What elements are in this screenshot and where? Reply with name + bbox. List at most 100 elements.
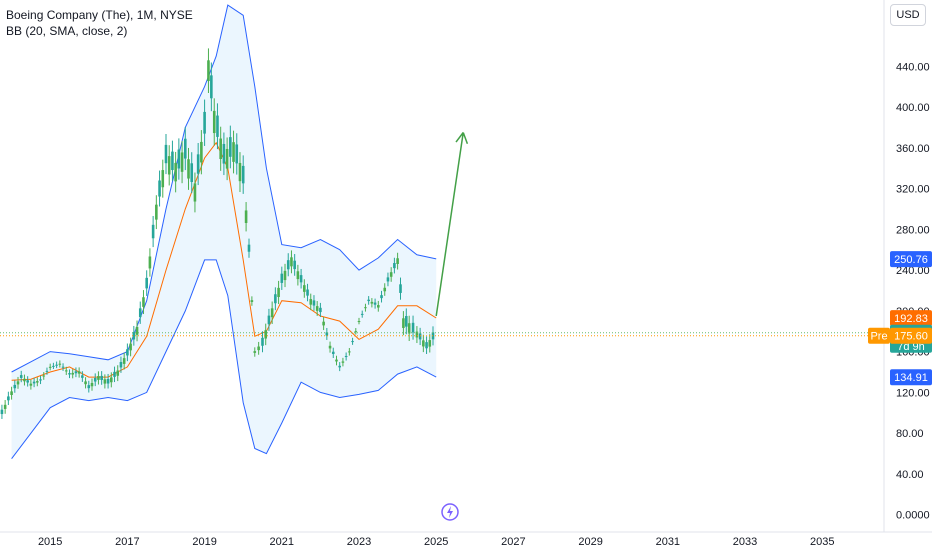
price-tag-192-83[interactable] xyxy=(890,310,932,327)
price-candle xyxy=(68,373,71,375)
price-candle xyxy=(341,361,345,363)
price-candle xyxy=(23,378,26,382)
price-candle xyxy=(422,340,425,347)
price-candle xyxy=(36,381,39,383)
price-candle xyxy=(113,371,116,377)
y-tick-label: 80.00 xyxy=(896,428,924,440)
price-candle xyxy=(360,313,364,315)
price-candle xyxy=(377,305,380,308)
price-candle xyxy=(16,381,20,385)
y-tick-label: 360.00 xyxy=(896,143,930,155)
price-candle xyxy=(261,337,264,346)
x-tick-label: 2023 xyxy=(347,536,371,548)
price-candle xyxy=(373,302,377,305)
price-candle xyxy=(148,256,152,269)
price-candle xyxy=(122,358,126,364)
price-candle xyxy=(229,137,232,157)
price-candle xyxy=(267,315,271,325)
price-candle xyxy=(411,322,415,333)
price-candle xyxy=(45,370,49,372)
price-candle xyxy=(26,380,29,383)
price-candle xyxy=(39,379,42,381)
price-tag-label: 134.91 xyxy=(894,372,928,384)
price-candle xyxy=(241,165,245,184)
price-candle xyxy=(428,340,432,347)
price-candle xyxy=(207,60,210,82)
price-candle xyxy=(402,318,405,328)
x-tick-label: 2033 xyxy=(733,536,757,548)
price-tag-pre-label: Pre xyxy=(870,331,887,343)
y-tick-label: 120.00 xyxy=(896,387,930,399)
projection-arrow-line[interactable] xyxy=(435,132,464,317)
price-candle xyxy=(286,260,290,270)
price-candle xyxy=(7,396,10,401)
price-candle xyxy=(164,144,168,164)
price-candle xyxy=(367,299,370,302)
price-candle xyxy=(32,381,36,384)
price-candle xyxy=(299,275,303,283)
price-candle xyxy=(174,162,177,182)
price-candle xyxy=(389,272,393,277)
price-candle xyxy=(274,294,277,304)
y-tick-label: 280.00 xyxy=(896,224,930,236)
price-candle xyxy=(338,365,342,368)
price-candle xyxy=(187,159,190,179)
price-candle xyxy=(126,349,129,356)
price-candle xyxy=(110,377,113,383)
price-candle xyxy=(247,244,251,252)
price-candle xyxy=(354,331,358,333)
price-candle xyxy=(87,385,91,389)
price-candle xyxy=(383,287,387,292)
price-candle xyxy=(322,321,325,326)
price-candle xyxy=(380,295,383,299)
price-candle xyxy=(357,321,361,323)
y-tick-label: 0.0000 xyxy=(896,510,930,522)
price-candle xyxy=(277,287,280,298)
price-candle xyxy=(344,355,348,358)
price-candle xyxy=(306,289,309,296)
price-candle xyxy=(264,330,268,339)
price-candle xyxy=(81,375,84,378)
price-tag-250-76[interactable] xyxy=(890,251,932,268)
price-candle xyxy=(193,183,197,202)
price-tag-134-91[interactable] xyxy=(890,369,932,386)
price-candle xyxy=(257,346,260,351)
price-candle xyxy=(138,308,142,318)
price-candle xyxy=(315,306,319,311)
price-tag-175-60[interactable] xyxy=(890,327,932,344)
price-candle xyxy=(0,409,4,415)
price-candle xyxy=(280,273,284,283)
price-candle xyxy=(145,277,148,289)
price-candle xyxy=(58,363,62,365)
price-candle xyxy=(319,307,322,313)
price-candle xyxy=(396,258,399,264)
price-candle xyxy=(116,370,120,376)
price-candle xyxy=(399,284,402,293)
price-candle xyxy=(161,170,165,188)
price-candle xyxy=(74,371,78,374)
y-tick-label: 40.00 xyxy=(896,469,924,481)
lower-band-line xyxy=(11,259,437,460)
price-candle xyxy=(10,391,13,395)
price-candle xyxy=(71,372,75,375)
price-candle xyxy=(155,204,158,220)
price-candle xyxy=(196,154,200,174)
price-candle xyxy=(293,260,296,270)
indicator-legend[interactable]: BB (20, SMA, close, 2) xyxy=(6,24,128,38)
price-candle xyxy=(142,297,145,307)
y-tick-label: 440.00 xyxy=(896,61,930,73)
projection-arrow-head-right[interactable] xyxy=(462,132,469,145)
x-tick-label: 2035 xyxy=(810,536,834,548)
price-candle xyxy=(48,366,52,368)
price-candle xyxy=(216,115,219,137)
price-candle xyxy=(407,323,411,334)
price-tag-pre-badge[interactable] xyxy=(868,327,890,344)
price-candle xyxy=(167,156,171,175)
price-candle xyxy=(90,382,94,387)
projection-arrow-head-left[interactable] xyxy=(455,132,464,143)
price-candle xyxy=(348,351,351,353)
tradingview-logo-icon[interactable] xyxy=(440,502,460,522)
currency-button[interactable]: USD xyxy=(890,4,926,26)
price-candle xyxy=(393,263,396,269)
